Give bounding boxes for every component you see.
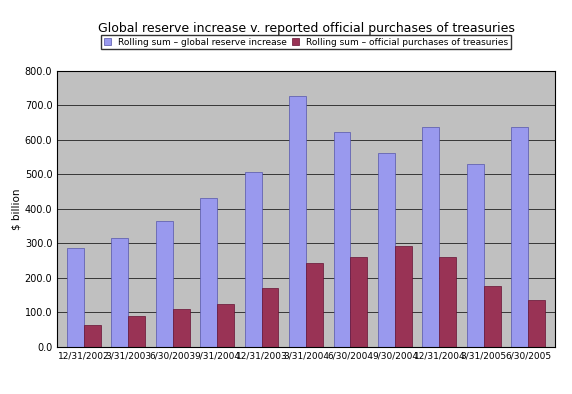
Bar <box>423 127 439 347</box>
Bar <box>173 310 189 347</box>
Bar <box>439 257 456 347</box>
Bar <box>261 288 279 347</box>
Bar <box>395 246 412 347</box>
Bar <box>156 221 173 347</box>
Bar <box>128 316 145 347</box>
Bar <box>112 238 128 347</box>
Y-axis label: $ billion: $ billion <box>12 188 22 230</box>
Bar <box>306 263 323 347</box>
Title: Global reserve increase v. reported official purchases of treasuries: Global reserve increase v. reported offi… <box>98 22 514 35</box>
Legend: Rolling sum – global reserve increase, Rolling sum – official purchases of treas: Rolling sum – global reserve increase, R… <box>101 35 511 50</box>
Bar <box>200 199 217 347</box>
Bar <box>511 127 528 347</box>
Bar <box>484 286 500 347</box>
Bar <box>217 304 234 347</box>
Bar <box>333 132 351 347</box>
Bar <box>245 172 261 347</box>
Bar <box>67 249 84 347</box>
Bar <box>467 164 484 347</box>
Bar <box>351 257 367 347</box>
Bar <box>289 96 306 347</box>
Bar <box>84 325 101 347</box>
Bar <box>378 152 395 347</box>
Bar <box>528 300 545 347</box>
